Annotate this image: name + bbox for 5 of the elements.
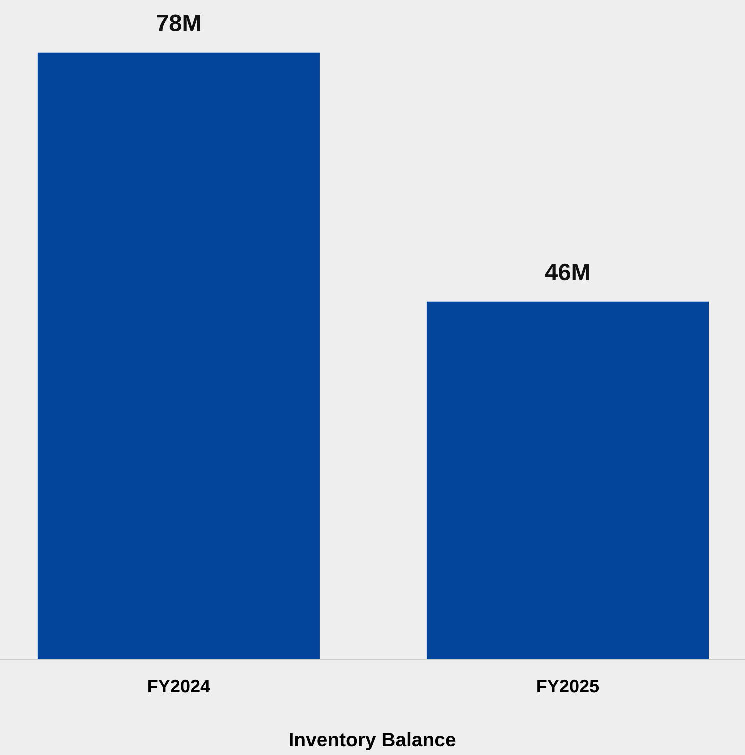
data-label: 78M <box>157 14 200 32</box>
x-axis-title: Inventory Balance <box>290 732 456 751</box>
x-tick-label: FY2024 <box>148 680 210 693</box>
x-tick-label: FY2025 <box>538 680 600 693</box>
data-label: 46M <box>545 264 590 281</box>
